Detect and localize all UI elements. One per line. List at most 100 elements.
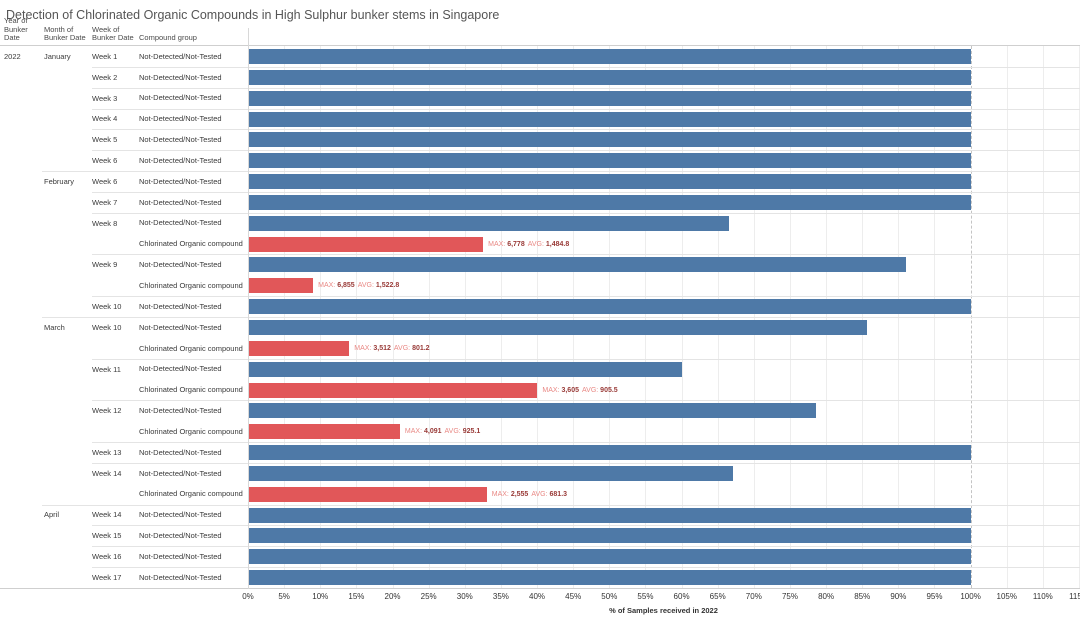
compound-group-label[interactable]: Chlorinated Organic compound — [139, 343, 243, 353]
month-label[interactable]: February — [44, 176, 75, 186]
month-label[interactable] — [40, 380, 90, 401]
compound-group-label[interactable]: Not-Detected/Not-Tested — [139, 155, 222, 165]
week-label[interactable]: Week 16 — [92, 552, 122, 562]
week-label[interactable]: Week 10 — [92, 302, 122, 312]
bar-not-detected[interactable] — [249, 194, 972, 210]
year-label[interactable] — [0, 129, 40, 150]
bar-not-detected[interactable] — [249, 361, 683, 377]
month-label[interactable] — [40, 275, 90, 296]
compound-group-label[interactable]: Not-Detected/Not-Tested — [139, 301, 222, 311]
compound-group-label[interactable]: Chlorinated Organic compound — [139, 281, 243, 291]
week-label[interactable]: Week 13 — [92, 447, 122, 457]
bar-not-detected[interactable] — [249, 132, 972, 148]
year-label[interactable] — [0, 67, 40, 88]
year-label[interactable] — [0, 400, 40, 421]
bar-chlorinated-organic[interactable] — [249, 382, 538, 398]
month-label[interactable]: March — [44, 322, 65, 332]
week-label[interactable]: Week 11 — [92, 364, 121, 374]
week-label[interactable]: Week 2 — [92, 72, 118, 82]
compound-group-label[interactable]: Not-Detected/Not-Tested — [139, 218, 222, 228]
week-label[interactable] — [90, 234, 137, 255]
year-label[interactable] — [0, 296, 40, 317]
bar-not-detected[interactable] — [249, 174, 972, 190]
bar-chlorinated-organic[interactable] — [249, 424, 400, 440]
week-label[interactable]: Week 5 — [92, 135, 118, 145]
year-label[interactable] — [0, 317, 40, 338]
compound-group-label[interactable]: Not-Detected/Not-Tested — [139, 93, 222, 103]
compound-group-label[interactable]: Not-Detected/Not-Tested — [139, 531, 222, 541]
compound-group-label[interactable]: Not-Detected/Not-Tested — [139, 176, 222, 186]
year-label[interactable] — [0, 546, 40, 567]
month-label[interactable] — [40, 400, 90, 421]
bar-not-detected[interactable] — [249, 445, 972, 461]
compound-group-label[interactable]: Chlorinated Organic compound — [139, 426, 243, 436]
compound-group-label[interactable]: Not-Detected/Not-Tested — [139, 114, 222, 124]
compound-group-label[interactable]: Not-Detected/Not-Tested — [139, 197, 222, 207]
month-label[interactable]: April — [44, 510, 60, 520]
bar-not-detected[interactable] — [249, 319, 867, 335]
month-label[interactable] — [40, 296, 90, 317]
bar-chlorinated-organic[interactable] — [249, 236, 484, 252]
compound-group-label[interactable]: Not-Detected/Not-Tested — [139, 572, 222, 582]
week-label[interactable] — [90, 338, 137, 359]
month-label[interactable] — [40, 338, 90, 359]
year-label[interactable] — [0, 359, 40, 380]
month-label[interactable] — [40, 192, 90, 213]
year-label[interactable] — [0, 421, 40, 442]
month-label[interactable] — [40, 67, 90, 88]
year-label[interactable] — [0, 171, 40, 192]
month-label[interactable] — [40, 88, 90, 109]
year-label[interactable] — [0, 275, 40, 296]
month-label[interactable]: January — [44, 51, 71, 61]
compound-group-label[interactable]: Not-Detected/Not-Tested — [139, 468, 222, 478]
bar-chlorinated-organic[interactable] — [249, 278, 314, 294]
year-label[interactable] — [0, 380, 40, 401]
bar-not-detected[interactable] — [249, 507, 972, 523]
week-label[interactable]: Week 12 — [92, 406, 122, 416]
week-label[interactable]: Week 10 — [92, 322, 122, 332]
year-label[interactable] — [0, 88, 40, 109]
year-label[interactable] — [0, 234, 40, 255]
month-label[interactable] — [40, 567, 90, 588]
bar-not-detected[interactable] — [249, 69, 972, 85]
week-label[interactable]: Week 6 — [92, 156, 118, 166]
bar-not-detected[interactable] — [249, 49, 972, 64]
week-label[interactable] — [90, 380, 137, 401]
week-label[interactable]: Week 1 — [92, 51, 118, 61]
week-label[interactable] — [90, 275, 137, 296]
week-label[interactable]: Week 8 — [92, 218, 118, 228]
month-label[interactable] — [40, 150, 90, 171]
bar-chlorinated-organic[interactable] — [249, 340, 350, 356]
week-label[interactable]: Week 9 — [92, 260, 118, 270]
compound-group-label[interactable]: Not-Detected/Not-Tested — [139, 447, 222, 457]
bar-not-detected[interactable] — [249, 403, 816, 419]
week-label[interactable]: Week 15 — [92, 531, 122, 541]
week-label[interactable]: Week 17 — [92, 573, 122, 583]
year-label[interactable] — [0, 505, 40, 526]
week-label[interactable]: Week 14 — [92, 468, 122, 478]
bar-not-detected[interactable] — [249, 528, 972, 544]
bar-not-detected[interactable] — [249, 257, 907, 273]
month-label[interactable] — [40, 359, 90, 380]
year-label[interactable] — [0, 192, 40, 213]
year-label[interactable]: 2022 — [4, 51, 21, 61]
compound-group-label[interactable]: Chlorinated Organic compound — [139, 385, 243, 395]
month-label[interactable] — [40, 421, 90, 442]
year-label[interactable] — [0, 463, 40, 484]
year-label[interactable] — [0, 525, 40, 546]
week-label[interactable]: Week 4 — [92, 114, 118, 124]
year-label[interactable] — [0, 484, 40, 505]
week-label[interactable]: Week 3 — [92, 93, 118, 103]
bar-not-detected[interactable] — [249, 299, 972, 315]
year-label[interactable] — [0, 150, 40, 171]
month-label[interactable] — [40, 525, 90, 546]
year-label[interactable] — [0, 213, 40, 234]
month-label[interactable] — [40, 254, 90, 275]
compound-group-label[interactable]: Not-Detected/Not-Tested — [139, 322, 222, 332]
compound-group-label[interactable]: Not-Detected/Not-Tested — [139, 260, 222, 270]
week-label[interactable] — [90, 421, 137, 442]
compound-group-label[interactable]: Not-Detected/Not-Tested — [139, 510, 222, 520]
month-label[interactable] — [40, 109, 90, 130]
compound-group-label[interactable]: Chlorinated Organic compound — [139, 489, 243, 499]
week-label[interactable]: Week 14 — [92, 510, 122, 520]
